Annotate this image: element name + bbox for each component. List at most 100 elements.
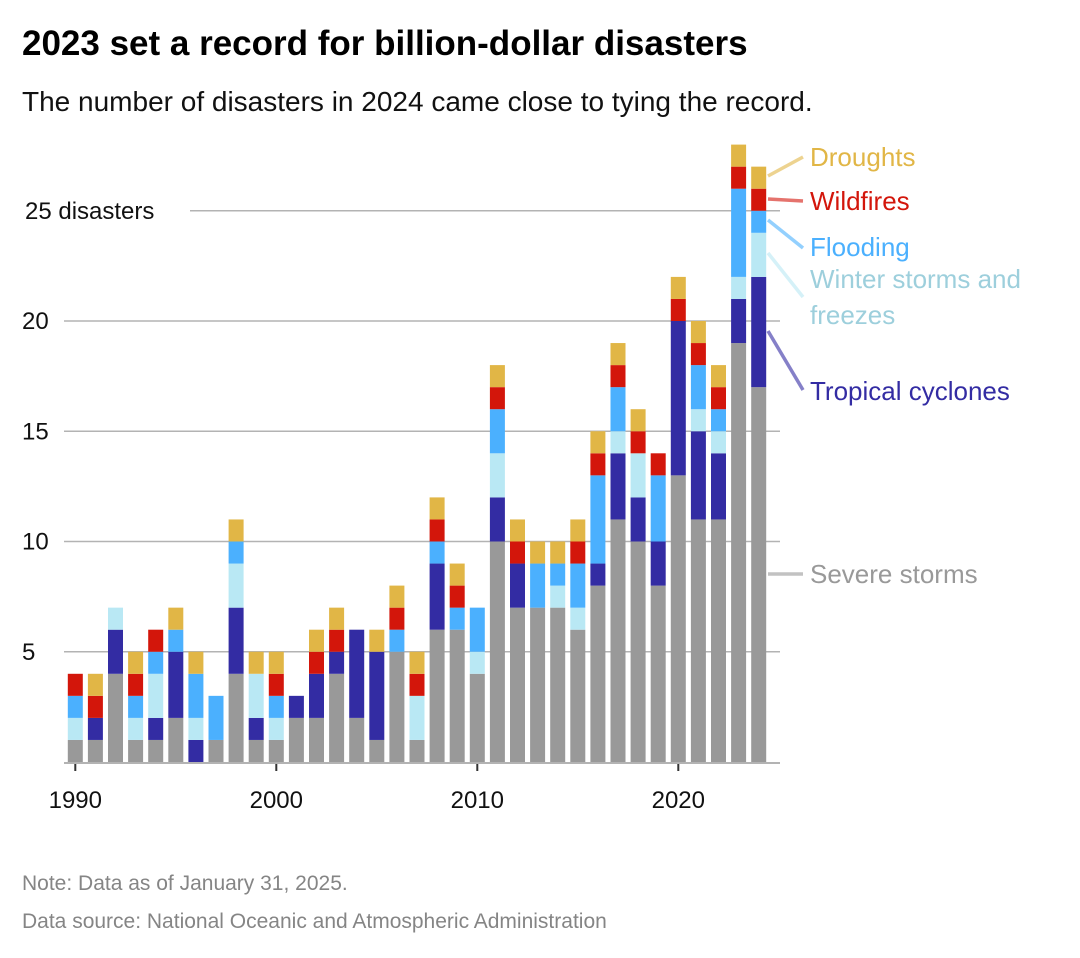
bar-segment-droughts-2022 (711, 365, 726, 388)
bar-segment-severe-storms-2013 (530, 607, 546, 762)
bar-segment-tropical-cyclones-2001 (288, 695, 304, 718)
bar-segment-flooding-2009 (449, 607, 465, 630)
legend-label-tropical-cyclones: Tropical cyclones (810, 376, 1010, 406)
bar-segment-flooding-2015 (570, 563, 586, 608)
bar-segment-flooding-1993 (128, 695, 144, 718)
x-tick-label: 2010 (451, 787, 504, 814)
bar-segment-severe-storms-2008 (429, 629, 445, 762)
bar-segment-wildfires-2022 (711, 387, 726, 410)
bar-segment-severe-storms-2014 (550, 607, 566, 762)
bar-segment-severe-storms-1998 (228, 673, 244, 762)
bar-segment-tropical-cyclones-2003 (329, 651, 345, 674)
bar-segment-tropical-cyclones-1999 (248, 717, 264, 740)
bar-segment-wildfires-2006 (389, 607, 405, 630)
bar-segment-tropical-cyclones-1998 (228, 607, 244, 674)
bar-segment-droughts-1995 (168, 607, 184, 630)
bar-segment-flooding-2000 (268, 695, 284, 718)
bar-segment-wildfires-1990 (67, 673, 83, 696)
legend: Severe storms Tropical cyclones Winter sto… (766, 142, 1021, 589)
bar-segment-wildfires-2018 (630, 431, 646, 454)
legend-connector-winter-storms-and-freezes (766, 251, 805, 299)
bar-segment-droughts-2023 (731, 144, 747, 167)
bar-segment-wildfires-2020 (670, 298, 686, 321)
bar-segment-flooding-2022 (711, 409, 726, 432)
bar-segment-tropical-cyclones-2017 (610, 453, 626, 520)
bar-segment-droughts-2007 (409, 651, 425, 674)
bar-segment-droughts-2009 (449, 563, 465, 586)
bar-segment-severe-storms-2016 (590, 585, 606, 762)
bar-segment-flooding-1996 (188, 673, 204, 718)
bar-segment-tropical-cyclones-2018 (630, 497, 646, 542)
bar-segment-severe-storms-2009 (449, 629, 465, 762)
bar-segment-droughts-2002 (309, 629, 324, 652)
legend-connector-tropical-cyclones (766, 330, 805, 391)
bar-segment-flooding-2019 (650, 475, 666, 542)
chart-subtitle: The number of disasters in 2024 came clo… (22, 86, 813, 117)
bar-segment-wildfires-1991 (87, 695, 103, 718)
bar-segment-severe-storms-2003 (329, 673, 345, 762)
bar-segment-winter-storms-and-freezes-2021 (690, 409, 706, 432)
legend-label-severe-storms: Severe storms (810, 559, 978, 589)
bar-segment-tropical-cyclones-2011 (489, 497, 505, 542)
bar-segment-droughts-2024 (751, 166, 767, 189)
y-tick-label: 25 disasters (25, 198, 154, 225)
bar-segment-droughts-1996 (188, 651, 204, 674)
bar-segment-flooding-1998 (228, 541, 244, 564)
legend-label-flooding: Flooding (810, 232, 910, 262)
bar-segment-wildfires-2019 (650, 453, 666, 476)
bar-segment-tropical-cyclones-2021 (690, 431, 706, 520)
bar-segment-severe-storms-2020 (670, 475, 686, 762)
bar-segment-droughts-2003 (329, 607, 345, 630)
bar-segment-severe-storms-2019 (650, 585, 666, 762)
bar-segment-flooding-2017 (610, 387, 626, 432)
bar-segment-severe-storms-2006 (389, 651, 405, 762)
bar-segment-droughts-2018 (630, 409, 646, 432)
bar-segment-winter-storms-and-freezes-2015 (570, 607, 586, 630)
bar-segment-severe-storms-2021 (690, 519, 706, 762)
bar-segment-severe-storms-1992 (108, 673, 123, 762)
bar-segment-tropical-cyclones-2019 (650, 541, 666, 586)
bar-segment-droughts-2016 (590, 431, 606, 454)
bar-segment-severe-storms-2015 (570, 629, 586, 762)
bar-segment-wildfires-2008 (429, 519, 445, 542)
bar-segment-wildfires-2009 (449, 585, 465, 608)
bar-segment-flooding-2008 (429, 541, 445, 564)
legend-label-wildfires: Wildfires (810, 186, 910, 216)
bar-segment-droughts-2020 (670, 276, 686, 299)
legend-connector-flooding (766, 218, 805, 250)
bar-segment-tropical-cyclones-2020 (670, 321, 686, 476)
legend-label-droughts: Droughts (810, 142, 916, 172)
bar-segment-wildfires-2003 (329, 629, 345, 652)
bar-segment-winter-storms-and-freezes-2024 (751, 232, 767, 277)
bar-segment-flooding-1990 (67, 695, 83, 718)
bar-segment-droughts-2006 (389, 585, 405, 608)
bar-segment-wildfires-1994 (148, 629, 164, 652)
bar-segment-severe-storms-2018 (630, 541, 646, 762)
bar-segment-winter-storms-and-freezes-1996 (188, 717, 204, 740)
bar-segment-wildfires-2007 (409, 673, 425, 696)
y-tick-label: 15 (22, 418, 49, 445)
legend-connector-droughts (767, 155, 804, 178)
bar-segment-droughts-1999 (248, 651, 264, 674)
bar-segment-severe-storms-2023 (731, 343, 747, 762)
bar-segment-flooding-2014 (550, 563, 566, 586)
bar-segment-droughts-2013 (530, 541, 546, 564)
bar-segment-wildfires-1993 (128, 673, 144, 696)
bar-segment-tropical-cyclones-1991 (87, 717, 103, 740)
bar-segment-wildfires-2023 (731, 166, 747, 189)
bar-segment-severe-storms-1994 (148, 739, 164, 762)
bar-segment-flooding-2013 (530, 563, 546, 608)
bar-segment-tropical-cyclones-2022 (711, 453, 726, 520)
bar-segment-winter-storms-and-freezes-1999 (248, 673, 264, 718)
bar-segment-winter-storms-and-freezes-2007 (409, 695, 425, 740)
bar-segment-droughts-2015 (570, 519, 586, 542)
bar-segment-winter-storms-and-freezes-1994 (148, 673, 164, 718)
bar-segment-flooding-2006 (389, 629, 405, 652)
bar-segment-tropical-cyclones-1994 (148, 717, 164, 740)
bar-segment-tropical-cyclones-2024 (751, 276, 767, 388)
bar-segment-severe-storms-1997 (208, 739, 224, 762)
bar-segment-flooding-2016 (590, 475, 606, 564)
bar-segment-droughts-2012 (510, 519, 525, 542)
bar-segment-winter-storms-and-freezes-2010 (469, 651, 485, 674)
